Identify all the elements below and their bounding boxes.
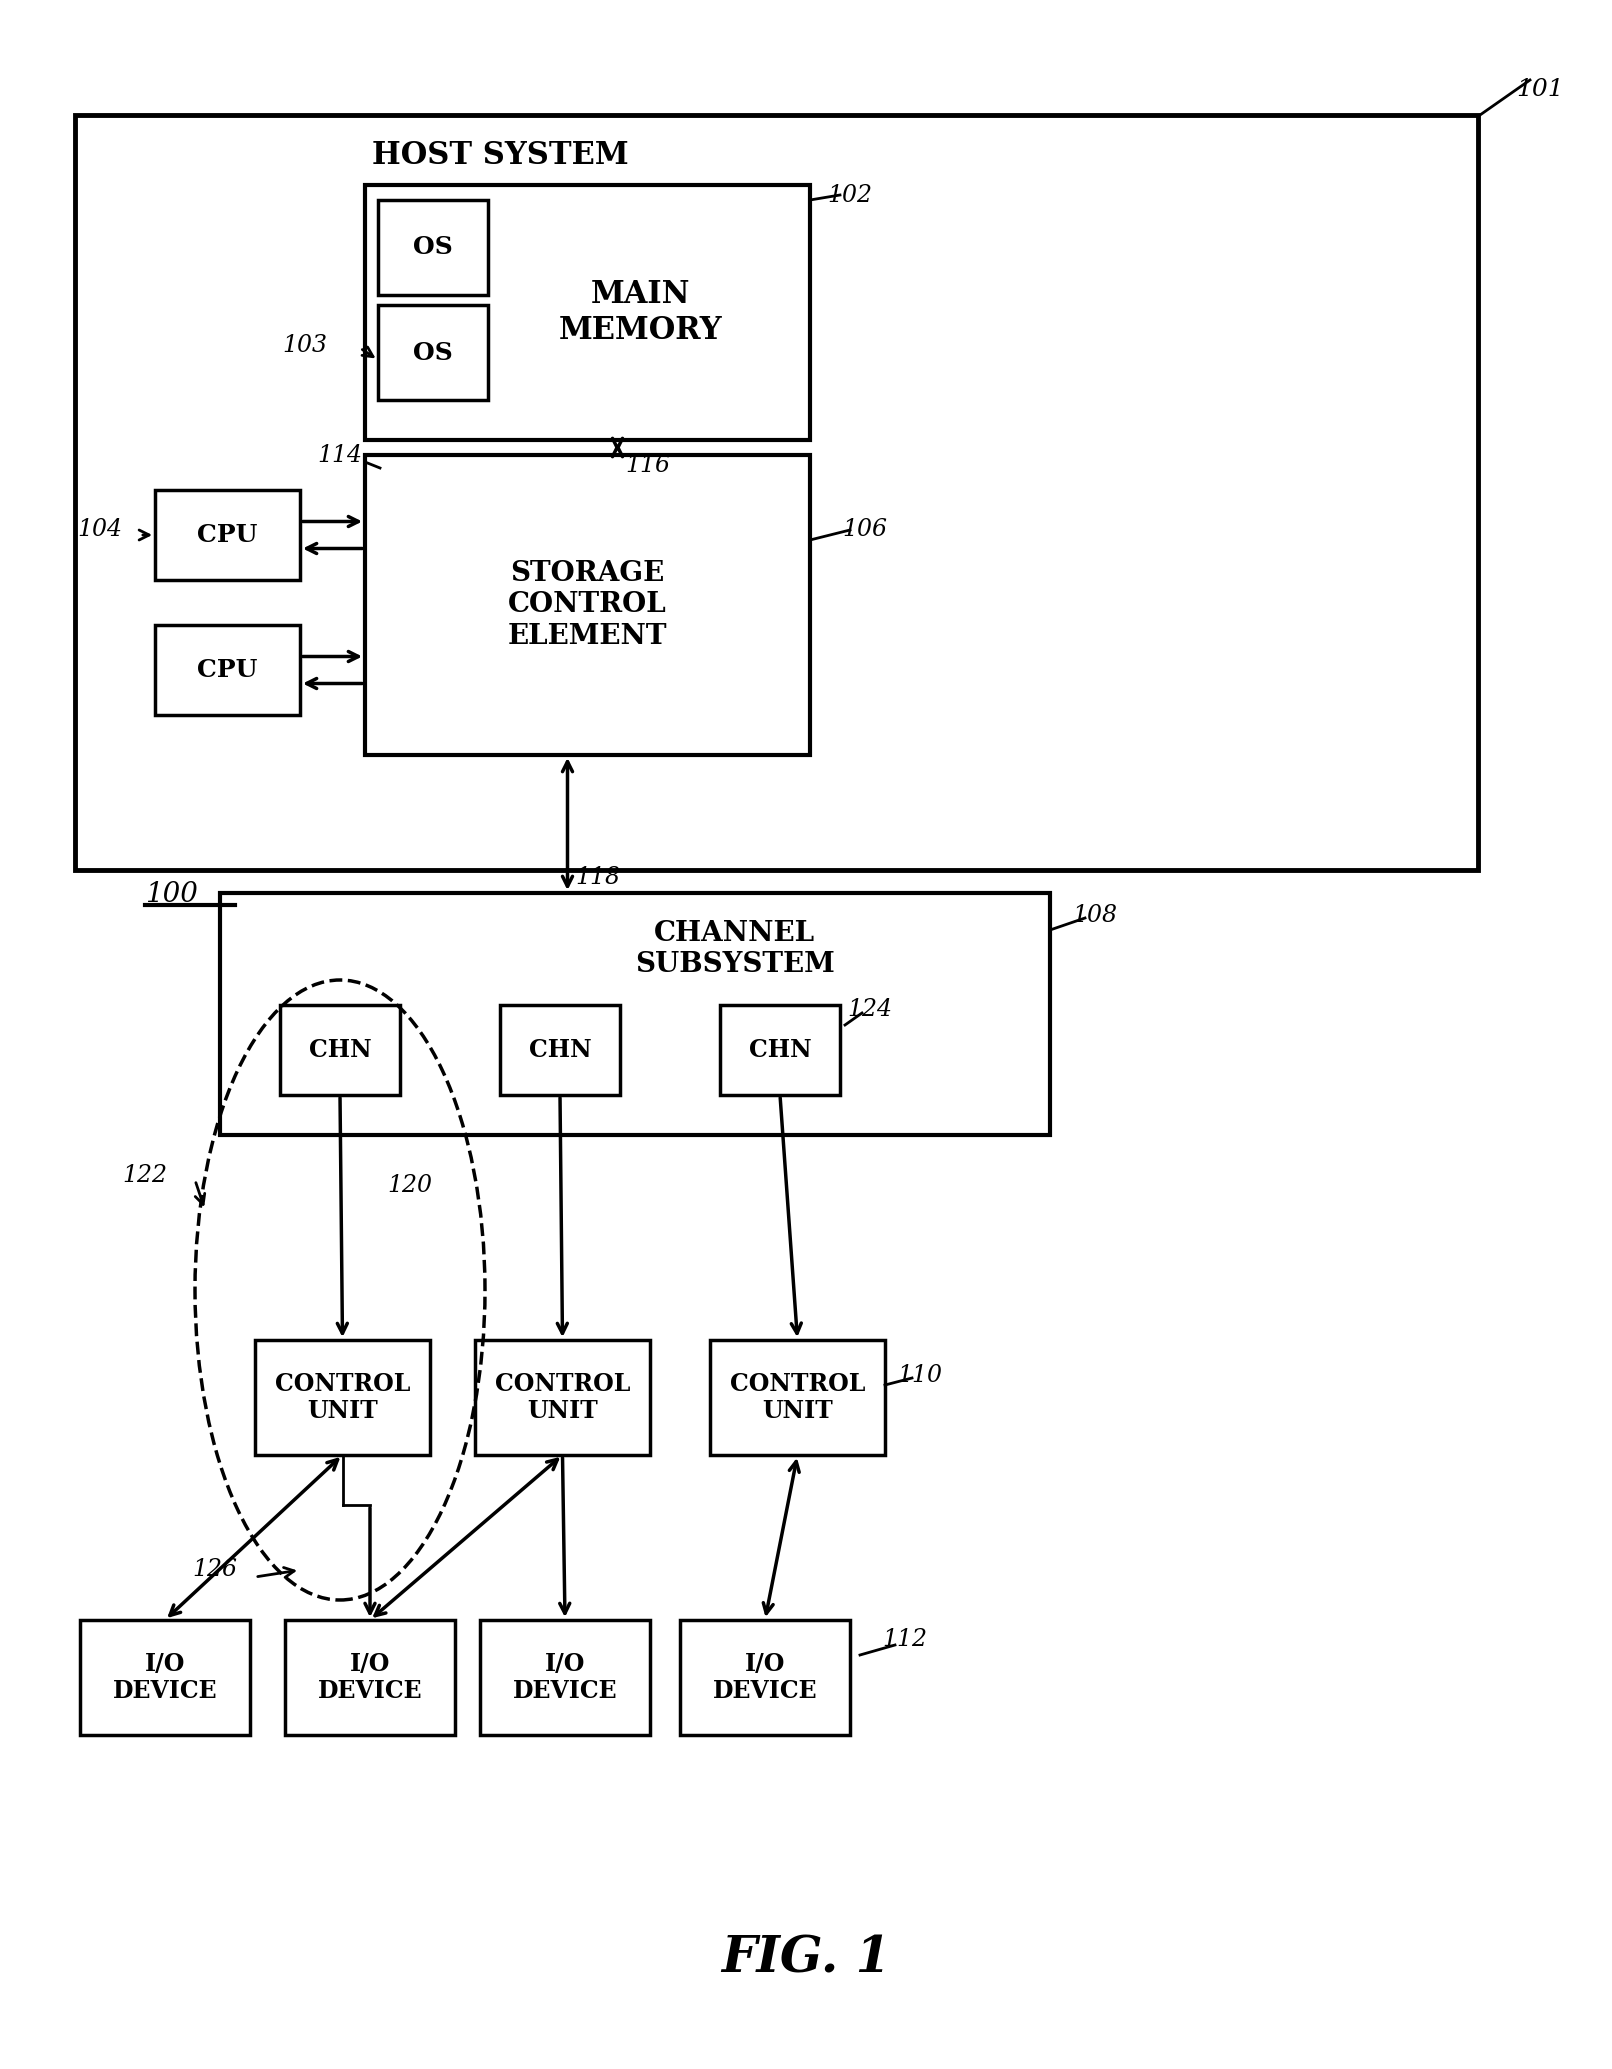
Text: 100: 100 [145, 881, 198, 908]
Text: OS: OS [413, 236, 453, 259]
Text: CHN: CHN [308, 1039, 371, 1061]
Bar [155, 625, 300, 716]
Bar [81, 1620, 250, 1736]
Text: HOST SYSTEM: HOST SYSTEM [372, 139, 629, 170]
Bar [364, 455, 809, 755]
Text: I/O
DEVICE: I/O DEVICE [713, 1651, 817, 1703]
Bar [219, 894, 1049, 1136]
Bar [255, 1341, 430, 1455]
Text: MAIN
MEMORY: MAIN MEMORY [559, 279, 722, 346]
Text: I/O
DEVICE: I/O DEVICE [318, 1651, 422, 1703]
Text: 122: 122 [123, 1163, 168, 1186]
Bar [377, 201, 488, 296]
Text: 106: 106 [843, 519, 888, 542]
Text: CONTROL
UNIT: CONTROL UNIT [730, 1372, 866, 1423]
Bar [377, 304, 488, 399]
Text: 103: 103 [282, 333, 327, 356]
Text: 104: 104 [77, 519, 123, 542]
Text: CPU: CPU [197, 523, 258, 546]
Bar [709, 1341, 885, 1455]
Text: 110: 110 [898, 1363, 943, 1386]
Text: CHN: CHN [529, 1039, 592, 1061]
Bar [155, 490, 300, 579]
Bar [364, 184, 809, 441]
Text: CPU: CPU [197, 658, 258, 683]
Text: 101: 101 [1517, 79, 1564, 101]
Text: 120: 120 [387, 1173, 432, 1196]
Text: I/O
DEVICE: I/O DEVICE [513, 1651, 617, 1703]
Text: 114: 114 [318, 443, 363, 466]
Bar [480, 1620, 650, 1736]
Text: FIG. 1: FIG. 1 [721, 1935, 891, 1984]
Text: 126: 126 [192, 1558, 237, 1581]
Text: 102: 102 [827, 184, 872, 207]
Text: I/O
DEVICE: I/O DEVICE [113, 1651, 218, 1703]
Text: CONTROL
UNIT: CONTROL UNIT [274, 1372, 409, 1423]
Text: 112: 112 [882, 1628, 927, 1651]
Bar [76, 116, 1478, 869]
Text: STORAGE
CONTROL
ELEMENT: STORAGE CONTROL ELEMENT [508, 561, 667, 650]
Text: CHN: CHN [748, 1039, 811, 1061]
Bar [280, 1006, 400, 1095]
Bar [285, 1620, 455, 1736]
Text: CONTROL
UNIT: CONTROL UNIT [495, 1372, 630, 1423]
Text: 116: 116 [625, 453, 671, 476]
Text: 118: 118 [575, 867, 621, 890]
Bar [500, 1006, 621, 1095]
Bar [680, 1620, 850, 1736]
Bar [721, 1006, 840, 1095]
Text: CHANNEL
SUBSYSTEM: CHANNEL SUBSYSTEM [635, 919, 835, 979]
Text: 108: 108 [1072, 904, 1117, 927]
Text: OS: OS [413, 341, 453, 364]
Bar [476, 1341, 650, 1455]
Text: 124: 124 [848, 999, 893, 1022]
